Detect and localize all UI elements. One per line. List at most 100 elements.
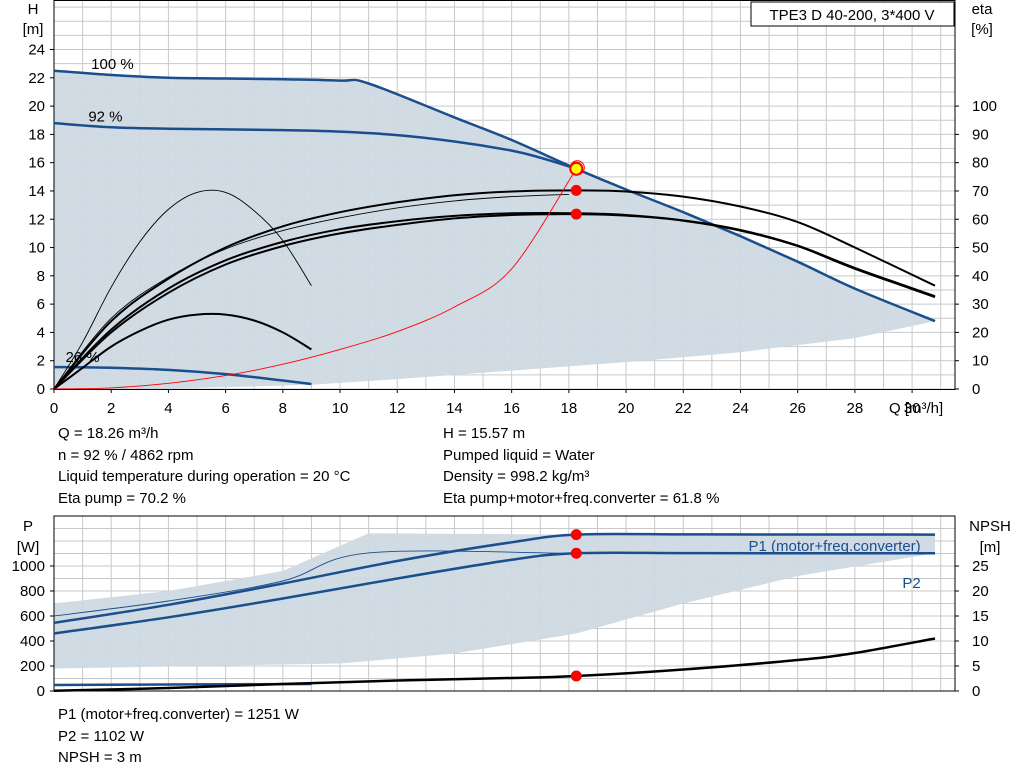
curve-system-9 [53, 168, 577, 390]
curve-H-2 [53, 365, 312, 386]
curve-eta-3 [53, 189, 936, 390]
x-tick-label: 16 [503, 400, 520, 417]
p-tick-label: 600 [20, 608, 45, 625]
plot-frame-power [53, 515, 956, 692]
y2-axis-label: eta [972, 1, 994, 18]
x-tick-label: 18 [561, 400, 578, 417]
x-tick-label: 14 [446, 400, 463, 417]
npsh-tick-label: 0 [972, 683, 980, 700]
npsh-tick-label: 10 [972, 633, 989, 650]
curve-eta-5 [53, 212, 936, 390]
x-tick-label: 2 [107, 400, 115, 417]
operating-area-power [54, 533, 935, 669]
power-point-0 [570, 529, 582, 541]
y-tick-label: 12 [28, 211, 45, 228]
info-top-left: Q = 18.26 m³/h n = 92 % / 4862 rpm Liqui… [58, 423, 350, 509]
npsh-axis-label: NPSH [969, 518, 1011, 535]
y2-tick-label: 30 [972, 296, 989, 313]
info-top-right: H = 15.57 m Pumped liquid = Water Densit… [443, 423, 719, 509]
title-box [750, 1, 955, 27]
y2-tick-label: 80 [972, 155, 989, 172]
x-tick-label: 10 [332, 400, 349, 417]
y2-tick-label: 20 [972, 324, 989, 341]
power-point-2 [570, 670, 582, 682]
curve-NPSH-4 [53, 637, 936, 693]
info-bottom: P1 (motor+freq.converter) = 1251 W P2 = … [58, 704, 299, 769]
eta-total-readout: Eta pump+motor+freq.converter = 61.8 % [443, 489, 720, 507]
y-tick-label: 22 [28, 70, 45, 87]
pumped-liquid-readout: Pumped liquid = Water [443, 446, 595, 464]
y-tick-label: 4 [37, 324, 45, 341]
duty-point [569, 161, 584, 176]
x-tick-label: 4 [164, 400, 172, 417]
npsh-tick-label: 25 [972, 558, 989, 575]
x-tick-label: 8 [279, 400, 287, 417]
x-tick-label: 6 [221, 400, 229, 417]
y2-axis-unit: [%] [971, 21, 993, 38]
p-axis-label: P [23, 518, 33, 535]
x-tick-label: 22 [675, 400, 692, 417]
y2-tick-label: 40 [972, 268, 989, 285]
liquid-temperature-readout: Liquid temperature during operation = 20… [58, 468, 351, 485]
y-tick-label: 10 [28, 240, 45, 257]
y2-tick-label: 90 [972, 126, 989, 143]
density-readout: Density = 998.2 kg/m³ [443, 468, 590, 485]
p1-readout: P1 (motor+freq.converter) = 1251 W [58, 706, 299, 723]
p-tick-label: 400 [20, 633, 45, 650]
y-tick-label: 16 [28, 155, 45, 172]
npsh-axis-unit: [m] [980, 539, 1001, 556]
y-tick-label: 6 [37, 296, 45, 313]
p-tick-label: 800 [20, 583, 45, 600]
label-100-percent: 100 % [91, 56, 134, 73]
power-point-1 [570, 547, 582, 559]
curve-eta-7 [53, 189, 312, 390]
x-tick-label: 20 [618, 400, 635, 417]
p2-readout: P2 = 1102 W [58, 727, 145, 745]
y-tick-label: 14 [28, 183, 45, 200]
p-tick-label: 200 [20, 658, 45, 675]
chart-title: TPE3 D 40-200, 3*400 V [769, 7, 934, 24]
plot-frame [53, 0, 956, 390]
x-tick-label: 30 [904, 400, 921, 417]
label-p1: P1 (motor+freq.converter) [749, 538, 921, 555]
y2-tick-label: 100 [972, 98, 997, 115]
curve-eta-8 [53, 312, 312, 390]
operating-point-2 [570, 208, 582, 220]
npsh-readout: NPSH = 3 m [58, 749, 142, 766]
p-tick-label: 1000 [12, 558, 45, 575]
y-tick-label: 8 [37, 268, 45, 285]
y2-tick-label: 10 [972, 353, 989, 370]
curve-P-0 [53, 532, 936, 625]
y-tick-label: 24 [28, 42, 45, 59]
label-92-percent: 92 % [88, 108, 122, 125]
y-axis-label: H [28, 1, 39, 18]
y-axis-unit: [m] [23, 21, 44, 38]
x-tick-label: 12 [389, 400, 406, 417]
curve-eta-6 [53, 193, 569, 390]
y2-tick-label: 0 [972, 381, 980, 398]
y-tick-label: 20 [28, 98, 45, 115]
x-axis-label: Q [m³/h] [889, 400, 943, 417]
speed-readout: n = 92 % / 4862 rpm [58, 446, 194, 464]
label-p2: P2 [902, 575, 920, 592]
npsh-tick-label: 5 [972, 658, 980, 675]
y2-tick-label: 70 [972, 183, 989, 200]
eta-pump-readout: Eta pump = 70.2 % [58, 489, 186, 507]
curve-P-2 [53, 550, 935, 617]
npsh-tick-label: 20 [972, 583, 989, 600]
y2-tick-label: 60 [972, 211, 989, 228]
flow-readout: Q = 18.26 m³/h [58, 425, 159, 442]
npsh-tick-label: 15 [972, 608, 989, 625]
x-tick-label: 24 [732, 400, 749, 417]
y-tick-label: 18 [28, 126, 45, 143]
y-tick-label: 0 [37, 381, 45, 398]
curve-H-0 [53, 69, 936, 323]
operating-point-1 [570, 184, 582, 196]
head-readout: H = 15.57 m [443, 425, 526, 442]
p-axis-unit: [W] [17, 539, 40, 556]
y-tick-label: 2 [37, 353, 45, 370]
x-tick-label: 28 [847, 400, 864, 417]
p-tick-label: 0 [37, 683, 45, 700]
y2-tick-label: 50 [972, 240, 989, 257]
